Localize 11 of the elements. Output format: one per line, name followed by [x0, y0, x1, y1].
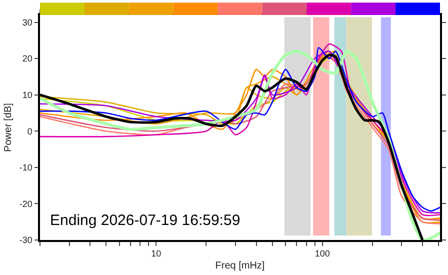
y-tick-label: -20 [19, 198, 32, 209]
x-axis-title: Freq [mHz] [215, 260, 265, 272]
y-axis-title: Power [dB] [2, 102, 14, 152]
y-tick-label: 0 [27, 126, 32, 136]
y-tick-label: 10 [22, 90, 32, 100]
y-tick-label: -30 [19, 235, 32, 246]
y-tick-label: 30 [22, 17, 32, 28]
annotation: Ending 2026-07-19 16:59:59 [50, 212, 240, 229]
x-tick-label: 100 [314, 248, 330, 259]
y-tick-label: -10 [19, 162, 32, 173]
y-tick-label: 20 [22, 54, 32, 64]
